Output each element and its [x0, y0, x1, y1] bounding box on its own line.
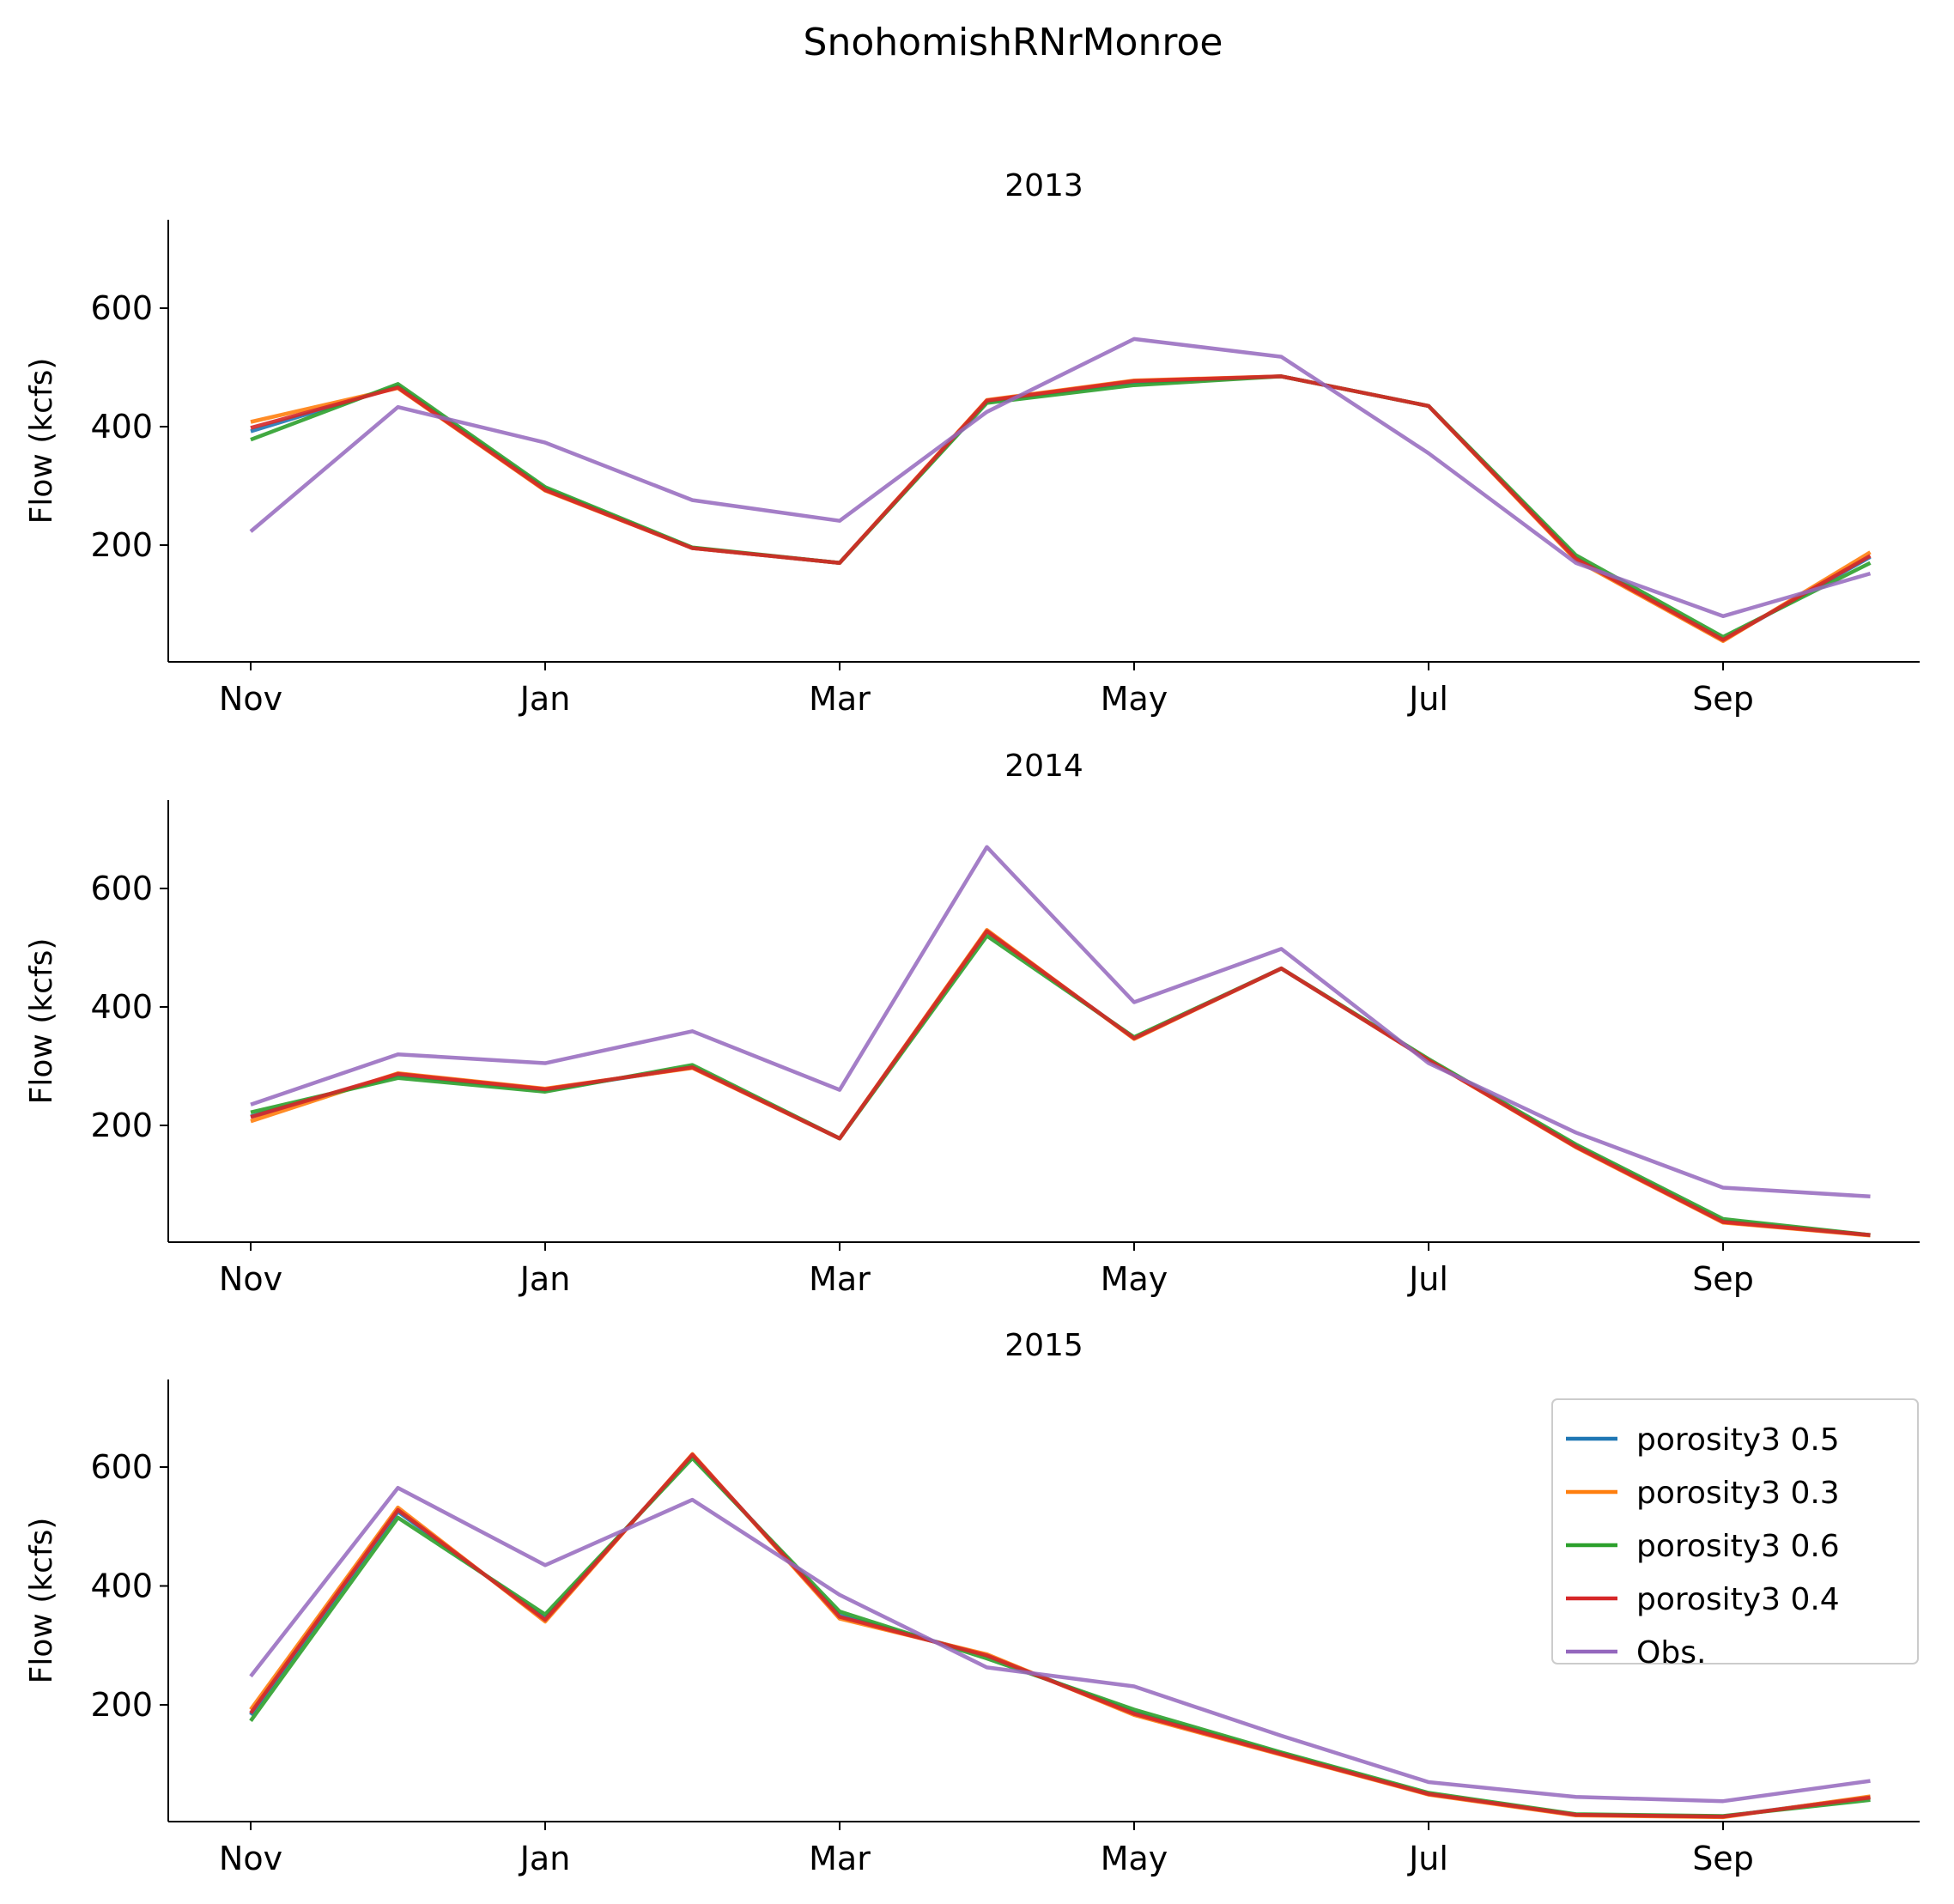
- subplot-2015: 2015 200 400 600 Nov Jan Mar May Jul Sep Flow (kcf…: [24, 1328, 1920, 1877]
- y-tick-label: 200: [90, 526, 153, 564]
- y-tick-label: 200: [90, 1107, 153, 1144]
- subplot-title: 2013: [1004, 168, 1083, 203]
- figure-title: SnohomishRNrMonroe: [804, 21, 1223, 64]
- subplots: 2013 200 400 600 Nov Jan Mar May Jul Sep Flow (kcf…: [24, 168, 1920, 1877]
- y-tick-label: 400: [90, 408, 153, 446]
- x-tick-label: Jan: [519, 680, 571, 718]
- y-tick-label: 600: [90, 870, 153, 907]
- series-line-porosity3-0-4: [250, 374, 1872, 642]
- y-axis-label: Flow (kcfs): [24, 938, 59, 1105]
- y-tick-label: 400: [90, 1567, 153, 1605]
- series-line-porosity3-0-4: [250, 929, 1871, 1237]
- x-tick-label: Sep: [1692, 1840, 1754, 1877]
- series-line-obs-: [250, 845, 1871, 1199]
- series-line-porosity3-0-3: [250, 374, 1872, 644]
- x-tick-label: Nov: [219, 1840, 282, 1877]
- legend-label: porosity3 0.6: [1636, 1529, 1840, 1564]
- x-tick-label: Jul: [1407, 1840, 1448, 1877]
- y-tick-label: 400: [90, 988, 153, 1026]
- series-line-obs-: [249, 1485, 1871, 1804]
- series-line-porosity3-0-5: [250, 374, 1872, 642]
- x-tick-label: Mar: [809, 1840, 871, 1877]
- y-axis-label: Flow (kcfs): [24, 358, 59, 525]
- legend-label: porosity3 0.5: [1636, 1422, 1840, 1458]
- legend: porosity3 0.5 porosity3 0.3 porosity3 0.6 p…: [1551, 1398, 1919, 1671]
- legend-label: porosity3 0.3: [1636, 1476, 1840, 1511]
- series-line-porosity3-0-4: [249, 1452, 1871, 1819]
- x-tick-label: Sep: [1692, 1260, 1754, 1298]
- subplot-title: 2014: [1004, 749, 1083, 784]
- y-tick-label: 200: [90, 1686, 153, 1724]
- series-line-obs-: [249, 337, 1872, 619]
- y-tick-label: 600: [90, 1448, 153, 1486]
- x-tick-label: Jan: [519, 1260, 571, 1298]
- x-tick-label: Nov: [219, 1260, 282, 1298]
- x-tick-label: Jul: [1407, 1260, 1448, 1298]
- subplot-2014: 2014 200 400 600 Nov Jan Mar May Jul Sep Flow (kcf…: [24, 749, 1920, 1298]
- x-tick-label: Jan: [519, 1840, 571, 1877]
- x-tick-label: Nov: [219, 680, 282, 718]
- legend-label: Obs.: [1636, 1635, 1706, 1671]
- x-tick-label: May: [1101, 1260, 1168, 1298]
- legend-label: porosity3 0.4: [1636, 1582, 1840, 1617]
- y-axis-label: Flow (kcfs): [24, 1518, 59, 1684]
- x-tick-label: May: [1101, 680, 1168, 718]
- x-tick-label: Mar: [809, 1260, 871, 1298]
- subplot-2013: 2013 200 400 600 Nov Jan Mar May Jul Sep Flow (kcf…: [24, 168, 1920, 718]
- x-tick-label: May: [1101, 1840, 1168, 1877]
- subplot-title: 2015: [1004, 1328, 1083, 1363]
- legend-frame: [1551, 1398, 1919, 1664]
- series-line-porosity3-0-6: [250, 374, 1872, 640]
- x-tick-label: Jul: [1407, 680, 1448, 718]
- x-tick-label: Mar: [809, 680, 871, 718]
- y-tick-label: 600: [90, 289, 153, 327]
- x-tick-label: Sep: [1692, 680, 1754, 718]
